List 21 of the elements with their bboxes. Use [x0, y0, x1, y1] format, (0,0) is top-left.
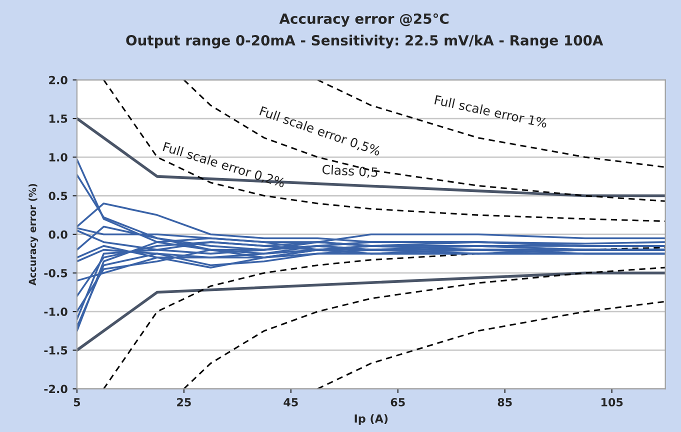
y-tick-label: -0.5: [44, 268, 68, 278]
x-tick-label: 85: [498, 398, 512, 406]
y-tick-label: 2.0: [49, 76, 68, 84]
y-tick-label: -1.5: [44, 346, 68, 355]
y-axis-title: Accuracy error (%): [28, 184, 38, 286]
annotation: Class 0,5: [322, 164, 378, 178]
y-tick-label: 1.0: [49, 153, 68, 162]
chart-title: Accuracy error @25°C: [279, 13, 449, 27]
y-tick-label: 0.5: [48, 192, 68, 200]
annotation: Full scale error 1%: [434, 94, 548, 128]
x-axis-title: Ip (A): [354, 414, 388, 425]
chart-subtitle: Output range 0-20mA - Sensitivity: 22.5 mV/kA - Range 100A: [126, 34, 604, 48]
x-tick-label: 45: [284, 398, 298, 406]
y-tick-label: -2.0: [44, 384, 68, 394]
x-tick-label: 5: [74, 398, 80, 406]
x-tick-label: 25: [177, 398, 191, 406]
y-tick-label: 1.5: [49, 114, 68, 123]
x-tick-label: 105: [602, 398, 623, 406]
y-tick-label: -1.0: [44, 308, 68, 316]
y-tick-label: 0.0: [48, 230, 68, 239]
x-tick-label: 65: [390, 398, 405, 406]
